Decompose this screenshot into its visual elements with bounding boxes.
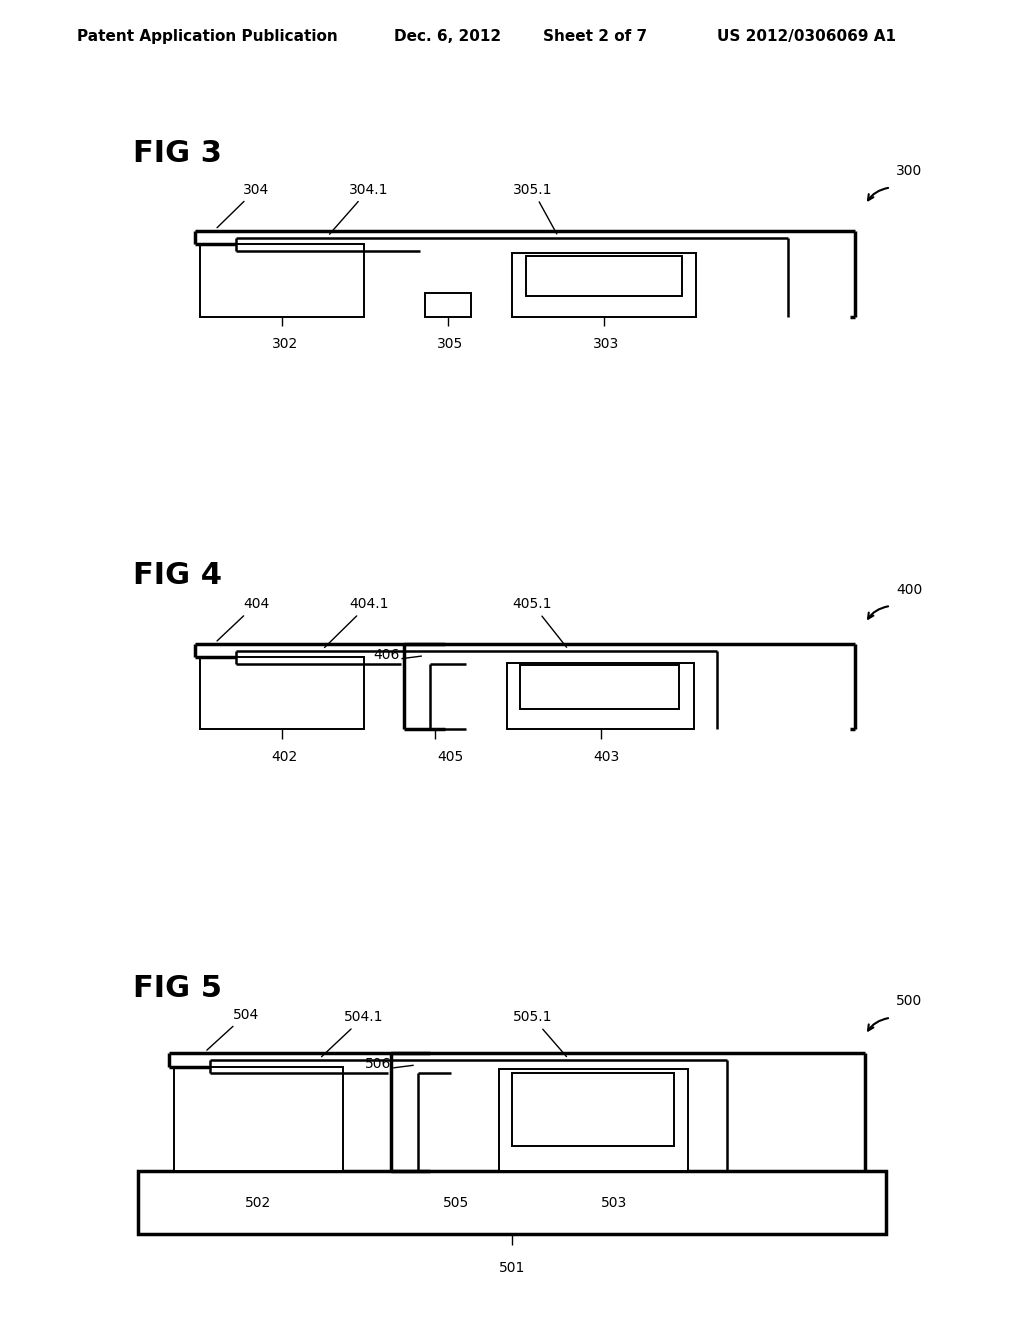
Text: 505: 505 — [442, 1196, 469, 1209]
Text: US 2012/0306069 A1: US 2012/0306069 A1 — [717, 29, 896, 44]
Bar — [512, 1073, 674, 1146]
Text: 503: 503 — [601, 1196, 628, 1209]
Text: FIG 3: FIG 3 — [133, 139, 222, 168]
Text: 404.1: 404.1 — [325, 597, 388, 648]
Bar — [138, 1171, 886, 1234]
Bar — [425, 293, 471, 317]
Text: 405.1: 405.1 — [513, 597, 566, 647]
Text: 302: 302 — [271, 337, 298, 351]
Text: Dec. 6, 2012: Dec. 6, 2012 — [394, 29, 502, 44]
Text: 504.1: 504.1 — [322, 1010, 383, 1057]
Text: 505.1: 505.1 — [513, 1010, 566, 1056]
Text: 504: 504 — [207, 1007, 259, 1051]
Bar — [526, 256, 682, 296]
Bar — [174, 1067, 343, 1171]
Text: 404: 404 — [217, 597, 269, 642]
Bar — [507, 663, 694, 729]
Text: FIG 5: FIG 5 — [133, 974, 222, 1003]
Text: 303: 303 — [593, 337, 620, 351]
Bar — [200, 244, 364, 317]
Text: 402: 402 — [271, 750, 298, 764]
Text: 506: 506 — [365, 1057, 391, 1071]
Text: Sheet 2 of 7: Sheet 2 of 7 — [543, 29, 647, 44]
Text: 300: 300 — [896, 164, 923, 178]
Text: 403: 403 — [593, 750, 620, 764]
Text: 502: 502 — [245, 1196, 271, 1209]
Bar — [499, 1069, 688, 1171]
Text: 304: 304 — [217, 182, 269, 228]
Text: 501: 501 — [499, 1261, 525, 1275]
Text: FIG 4: FIG 4 — [133, 561, 222, 590]
Text: 305: 305 — [437, 337, 464, 351]
Text: 405: 405 — [437, 750, 464, 764]
Bar — [200, 657, 364, 729]
Text: 304.1: 304.1 — [330, 182, 388, 234]
Bar — [520, 665, 679, 709]
Text: 406: 406 — [373, 648, 399, 661]
Text: 400: 400 — [896, 582, 923, 597]
Bar — [512, 253, 696, 317]
Text: Patent Application Publication: Patent Application Publication — [77, 29, 338, 44]
Text: 305.1: 305.1 — [513, 182, 557, 234]
Text: 500: 500 — [896, 994, 923, 1008]
